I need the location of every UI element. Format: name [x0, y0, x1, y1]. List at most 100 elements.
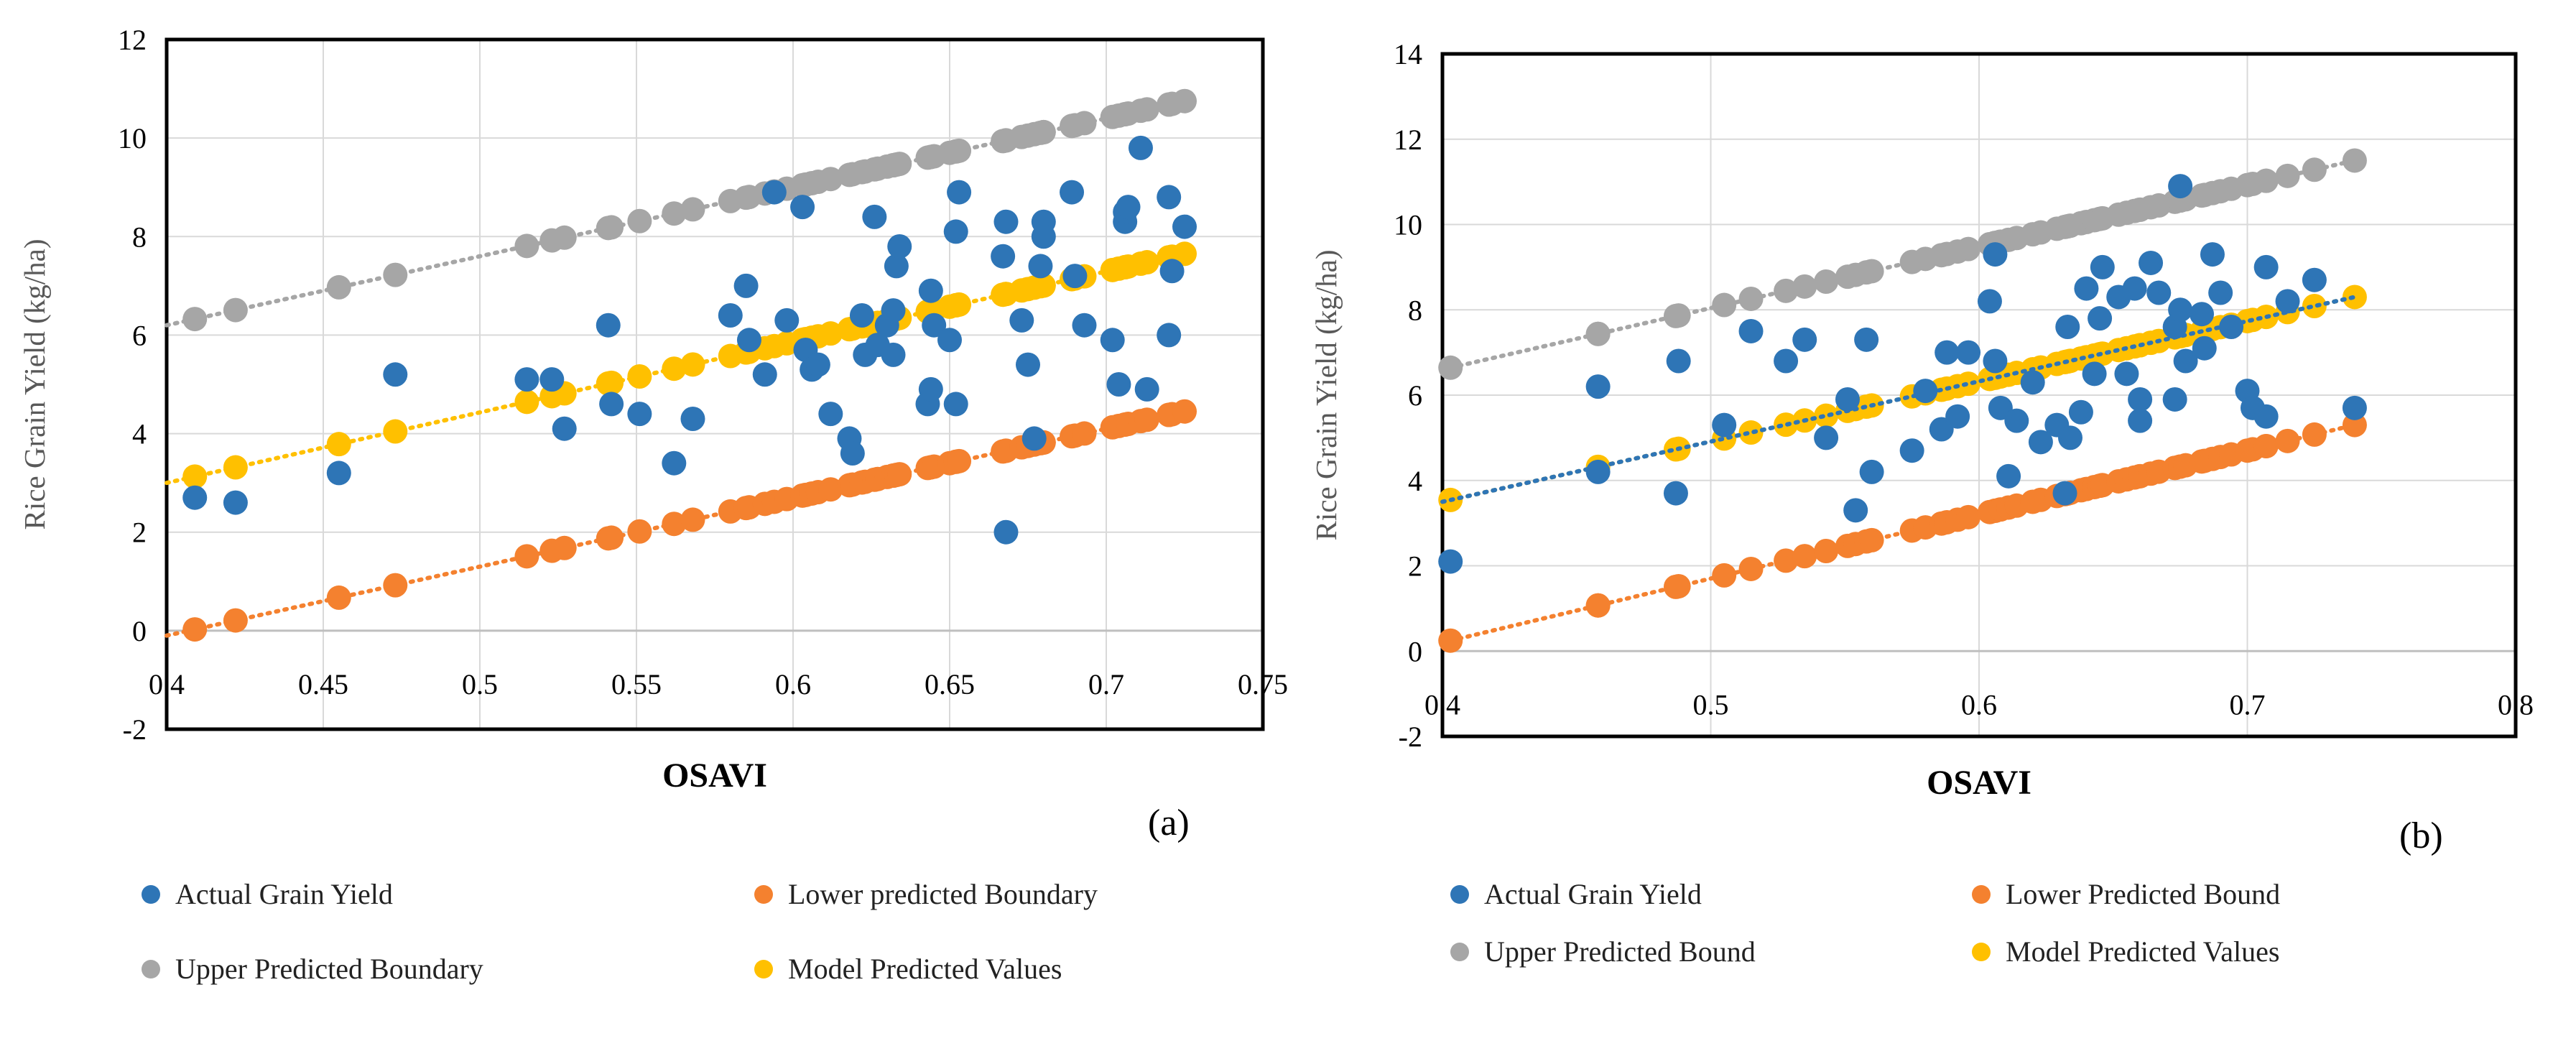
data-point [733, 273, 759, 298]
data-point [1774, 348, 1799, 374]
data-point [993, 209, 1019, 234]
data-point [514, 367, 539, 392]
data-point [1814, 539, 1839, 564]
data-point [947, 138, 972, 163]
data-point [849, 303, 874, 328]
data-point [1983, 242, 2008, 267]
data-point [599, 525, 624, 550]
data-point [1172, 399, 1197, 424]
data-point [790, 195, 815, 220]
data-point [514, 389, 539, 415]
data-point [1585, 321, 1611, 346]
data-point [326, 432, 351, 457]
data-point [1031, 224, 1056, 249]
x-tick-label: 0.6 [775, 668, 811, 700]
y-tick-label: 10 [1394, 209, 1422, 241]
data-point [1956, 371, 1981, 397]
data-point [887, 152, 912, 177]
data-point [1956, 504, 1981, 529]
x-tick-label: 0.7 [1088, 668, 1124, 700]
trendline [1440, 295, 2357, 504]
data-point [2200, 242, 2225, 267]
data-point [1945, 404, 1970, 429]
data-point [918, 278, 943, 303]
data-point [1172, 214, 1197, 239]
data-point [2302, 294, 2327, 319]
data-point [627, 402, 652, 427]
data-point [662, 512, 687, 537]
data-point [2055, 315, 2080, 339]
x-tick-label: 0.75 [1238, 668, 1288, 700]
y-tick-label: 6 [1408, 379, 1422, 412]
data-point [2302, 157, 2327, 182]
data-point [1835, 387, 1860, 412]
data-point [991, 244, 1016, 269]
y-tick-label: 0 [1408, 635, 1422, 667]
data-point [599, 370, 624, 395]
data-point [1585, 593, 1611, 618]
data-point [2162, 387, 2187, 412]
y-tick-label: 8 [132, 221, 147, 253]
data-point [2253, 404, 2279, 429]
x-tick-label: 0.55 [611, 668, 662, 700]
data-point [1935, 340, 1960, 365]
data-point [1072, 313, 1097, 338]
data-point [1983, 348, 2008, 374]
y-tick-label: 4 [132, 418, 147, 450]
data-point [2275, 428, 2300, 453]
legend-marker [1972, 943, 1991, 961]
data-point [662, 450, 687, 476]
data-point [2128, 408, 2153, 433]
data-point [887, 462, 912, 487]
x-tick-label: 0.4 [1424, 688, 1460, 721]
data-point [1859, 459, 1884, 484]
data-point [1060, 180, 1085, 205]
data-point [1977, 289, 2002, 314]
data-point [2020, 370, 2045, 395]
data-point [2253, 168, 2279, 193]
data-point [1585, 459, 1611, 484]
data-point [1134, 97, 1159, 122]
data-point [2253, 433, 2279, 458]
data-point [1172, 88, 1197, 114]
data-point [2122, 276, 2147, 301]
y-tick-label: -2 [1399, 721, 1422, 753]
data-point [1134, 407, 1159, 432]
data-point [2168, 297, 2193, 323]
data-point [1792, 274, 1817, 299]
data-point [662, 201, 687, 226]
y-tick-label: 6 [132, 319, 147, 351]
data-point [1899, 438, 1924, 463]
data-point [1738, 286, 1764, 311]
data-point [1021, 426, 1047, 451]
data-point [1792, 327, 1817, 352]
y-axis-title: Rice Grain Yield (kg/ha) [18, 239, 51, 530]
data-point [326, 461, 351, 486]
x-tick-label: 0.6 [1961, 688, 1997, 721]
data-point [2342, 148, 2367, 173]
data-point [627, 519, 652, 544]
x-tick-label: 0.8 [2498, 688, 2534, 721]
data-point [1712, 563, 1737, 588]
data-point [1859, 527, 1884, 552]
data-point [761, 180, 787, 205]
y-tick-label: 10 [118, 122, 147, 154]
data-point [918, 376, 943, 402]
data-point [993, 519, 1019, 545]
data-point [818, 402, 843, 427]
y-tick-label: 4 [1408, 465, 1422, 497]
data-point [514, 233, 539, 259]
data-point [599, 215, 624, 240]
data-point [1913, 379, 1938, 404]
data-point [1859, 259, 1884, 284]
legend-label: Upper Predicted Bound [1484, 935, 1756, 968]
data-point [552, 225, 577, 250]
data-point [1712, 412, 1737, 438]
data-point [1774, 278, 1799, 303]
data-point [223, 608, 248, 633]
data-point [1159, 259, 1185, 284]
x-tick-label: 0.5 [1693, 688, 1729, 721]
data-point [182, 617, 208, 642]
legend-label: Lower predicted Boundary [788, 878, 1098, 910]
data-point [1438, 628, 1463, 653]
